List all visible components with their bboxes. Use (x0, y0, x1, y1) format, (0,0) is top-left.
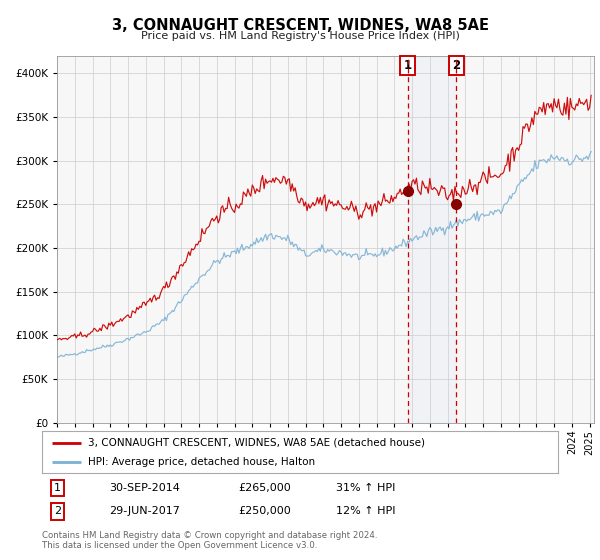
Text: £250,000: £250,000 (238, 506, 291, 516)
Text: 2: 2 (452, 59, 460, 72)
Text: 3, CONNAUGHT CRESCENT, WIDNES, WA8 5AE: 3, CONNAUGHT CRESCENT, WIDNES, WA8 5AE (112, 18, 488, 33)
Text: 1: 1 (54, 483, 61, 493)
Text: 12% ↑ HPI: 12% ↑ HPI (336, 506, 395, 516)
Text: 3, CONNAUGHT CRESCENT, WIDNES, WA8 5AE (detached house): 3, CONNAUGHT CRESCENT, WIDNES, WA8 5AE (… (88, 438, 425, 448)
Text: 2: 2 (54, 506, 61, 516)
Text: 29-JUN-2017: 29-JUN-2017 (109, 506, 180, 516)
Text: Price paid vs. HM Land Registry's House Price Index (HPI): Price paid vs. HM Land Registry's House … (140, 31, 460, 41)
Text: 1: 1 (403, 59, 412, 72)
Text: HPI: Average price, detached house, Halton: HPI: Average price, detached house, Halt… (88, 458, 316, 467)
Text: £265,000: £265,000 (238, 483, 291, 493)
Text: 30-SEP-2014: 30-SEP-2014 (109, 483, 180, 493)
Text: Contains HM Land Registry data © Crown copyright and database right 2024.
This d: Contains HM Land Registry data © Crown c… (42, 531, 377, 550)
Text: 31% ↑ HPI: 31% ↑ HPI (336, 483, 395, 493)
Bar (407, 56, 456, 423)
